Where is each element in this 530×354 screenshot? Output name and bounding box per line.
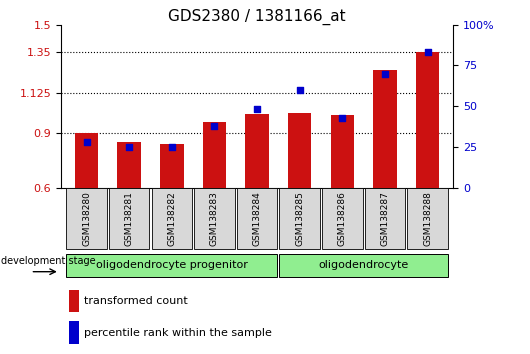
FancyBboxPatch shape xyxy=(279,254,448,277)
FancyBboxPatch shape xyxy=(322,188,363,249)
Text: GSM138287: GSM138287 xyxy=(381,191,390,246)
Bar xyxy=(69,321,78,344)
Text: oligodendrocyte progenitor: oligodendrocyte progenitor xyxy=(96,260,248,270)
FancyBboxPatch shape xyxy=(237,188,277,249)
FancyBboxPatch shape xyxy=(408,188,448,249)
Bar xyxy=(288,113,312,188)
Bar xyxy=(75,133,98,188)
Point xyxy=(210,123,219,129)
Text: GSM138288: GSM138288 xyxy=(423,191,432,246)
Point xyxy=(381,71,389,76)
FancyBboxPatch shape xyxy=(279,188,320,249)
FancyBboxPatch shape xyxy=(66,188,107,249)
Point xyxy=(82,139,91,145)
Text: transformed count: transformed count xyxy=(84,296,188,306)
Bar xyxy=(118,142,141,188)
Point xyxy=(167,144,176,150)
Point xyxy=(253,107,261,112)
Text: GSM138281: GSM138281 xyxy=(125,191,134,246)
Text: GSM138284: GSM138284 xyxy=(253,191,261,246)
FancyBboxPatch shape xyxy=(365,188,405,249)
Text: GSM138285: GSM138285 xyxy=(295,191,304,246)
Bar xyxy=(416,52,439,188)
Text: percentile rank within the sample: percentile rank within the sample xyxy=(84,328,272,338)
Point xyxy=(295,87,304,93)
FancyBboxPatch shape xyxy=(194,188,235,249)
Title: GDS2380 / 1381166_at: GDS2380 / 1381166_at xyxy=(168,8,346,25)
Point xyxy=(125,144,134,150)
Text: GSM138280: GSM138280 xyxy=(82,191,91,246)
Text: GSM138283: GSM138283 xyxy=(210,191,219,246)
Text: development stage: development stage xyxy=(1,256,96,266)
Bar xyxy=(373,70,396,188)
FancyBboxPatch shape xyxy=(66,254,277,277)
FancyBboxPatch shape xyxy=(109,188,149,249)
Bar xyxy=(245,114,269,188)
Text: GSM138282: GSM138282 xyxy=(167,191,176,246)
Bar xyxy=(69,290,78,313)
Text: oligodendrocyte: oligodendrocyte xyxy=(319,260,409,270)
Bar xyxy=(331,115,354,188)
Point xyxy=(338,115,347,120)
Text: GSM138286: GSM138286 xyxy=(338,191,347,246)
Bar xyxy=(160,144,183,188)
FancyBboxPatch shape xyxy=(152,188,192,249)
Point xyxy=(423,50,432,55)
Bar xyxy=(202,121,226,188)
